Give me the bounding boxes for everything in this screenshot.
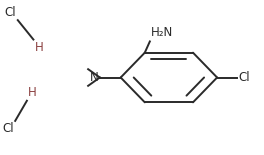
Text: H: H bbox=[28, 86, 37, 99]
Text: Cl: Cl bbox=[5, 6, 16, 19]
Text: H: H bbox=[35, 41, 44, 54]
Text: Cl: Cl bbox=[239, 71, 250, 84]
Text: Cl: Cl bbox=[2, 122, 14, 135]
Text: H₂N: H₂N bbox=[151, 26, 173, 39]
Text: N: N bbox=[90, 71, 98, 84]
